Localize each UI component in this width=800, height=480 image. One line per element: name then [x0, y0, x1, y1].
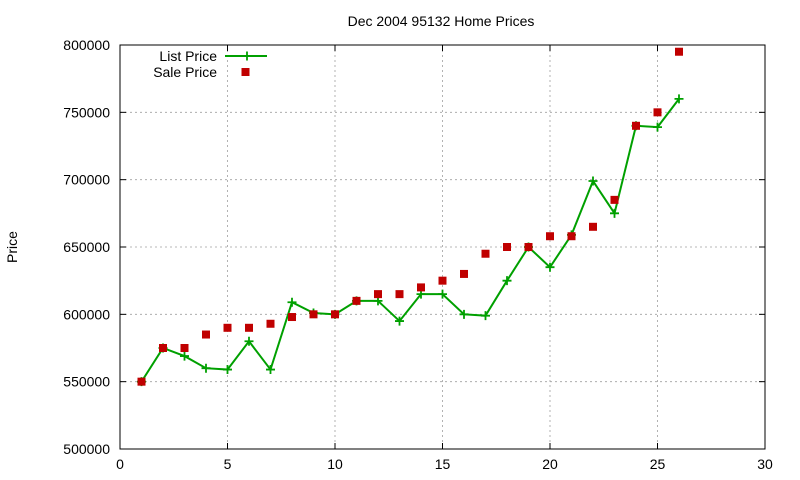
- series-sale-price: [137, 47, 683, 386]
- sale-price-point: [180, 344, 189, 352]
- list-price-point: [395, 316, 404, 326]
- y-tick-label: 600000: [63, 306, 110, 322]
- x-tick-label: 0: [116, 456, 124, 472]
- list-price-point: [201, 363, 211, 373]
- y-axis-label: Price: [4, 231, 20, 263]
- series: [137, 47, 684, 387]
- sale-price-point: [266, 319, 275, 328]
- y-tick-label: 500000: [63, 441, 110, 457]
- y-tick-label: 700000: [63, 172, 110, 188]
- sale-price-point: [524, 243, 533, 251]
- sale-price-point: [438, 276, 447, 285]
- sale-price-point: [589, 222, 597, 231]
- x-tick-label: 30: [757, 456, 773, 472]
- list-price-point: [653, 122, 662, 132]
- sale-price-point: [288, 313, 296, 322]
- list-price-point: [438, 289, 447, 299]
- sale-price-point: [309, 310, 318, 319]
- sale-price-point: [632, 121, 640, 130]
- list-price-point: [545, 262, 555, 272]
- list-price-point: [223, 365, 232, 375]
- sale-price-point: [481, 249, 490, 258]
- sale-price-point: [417, 283, 425, 292]
- sale-price-point: [159, 344, 167, 352]
- x-tick-label: 15: [435, 456, 451, 472]
- sale-price-point: [546, 232, 554, 241]
- grid: [120, 45, 765, 449]
- tick-labels: 0 5 10 15 20 25 30 500000 550000 600000 650000 7000…: [63, 37, 773, 472]
- legend-label: Sale Price: [153, 64, 217, 80]
- list-price-point: [287, 297, 297, 307]
- x-tick-label: 10: [327, 456, 343, 472]
- legend-plus-marker: [242, 51, 252, 61]
- list-price-point: [180, 351, 189, 361]
- series-list-price: [137, 94, 684, 387]
- legend-label: List Price: [159, 48, 217, 64]
- sale-price-point: [675, 47, 683, 56]
- sale-price-point: [460, 269, 468, 278]
- sale-price-point: [202, 330, 210, 339]
- legend-square-marker: [241, 68, 250, 76]
- sale-price-point: [653, 108, 662, 117]
- sale-price-point: [331, 310, 339, 319]
- list-price-point: [610, 208, 619, 218]
- y-tick-label: 650000: [63, 239, 110, 255]
- sale-price-point: [395, 290, 404, 299]
- list-price-point: [588, 176, 598, 186]
- list-price-line: [140, 98, 680, 383]
- x-tick-label: 5: [224, 456, 232, 472]
- list-price-point: [266, 365, 275, 375]
- sale-price-point: [503, 243, 511, 251]
- sale-price-point: [567, 232, 576, 241]
- list-price-point: [674, 94, 684, 104]
- list-price-point: [459, 309, 469, 319]
- sale-price-point: [137, 377, 146, 386]
- plot-frame: [119, 44, 766, 450]
- sale-price-point: [374, 290, 382, 299]
- sale-price-point: [245, 323, 253, 332]
- list-price-point: [502, 276, 512, 286]
- x-tick-label: 25: [650, 456, 666, 472]
- chart-title: Dec 2004 95132 Home Prices: [348, 13, 535, 29]
- sale-price-point: [223, 323, 232, 332]
- y-tick-label: 550000: [63, 374, 110, 390]
- sale-price-point: [610, 195, 619, 204]
- y-tick-label: 750000: [63, 104, 110, 120]
- list-price-point: [481, 311, 490, 321]
- list-price-point: [244, 336, 254, 346]
- sale-price-point: [352, 296, 361, 305]
- x-tick-label: 20: [542, 456, 558, 472]
- y-tick-label: 800000: [63, 37, 110, 53]
